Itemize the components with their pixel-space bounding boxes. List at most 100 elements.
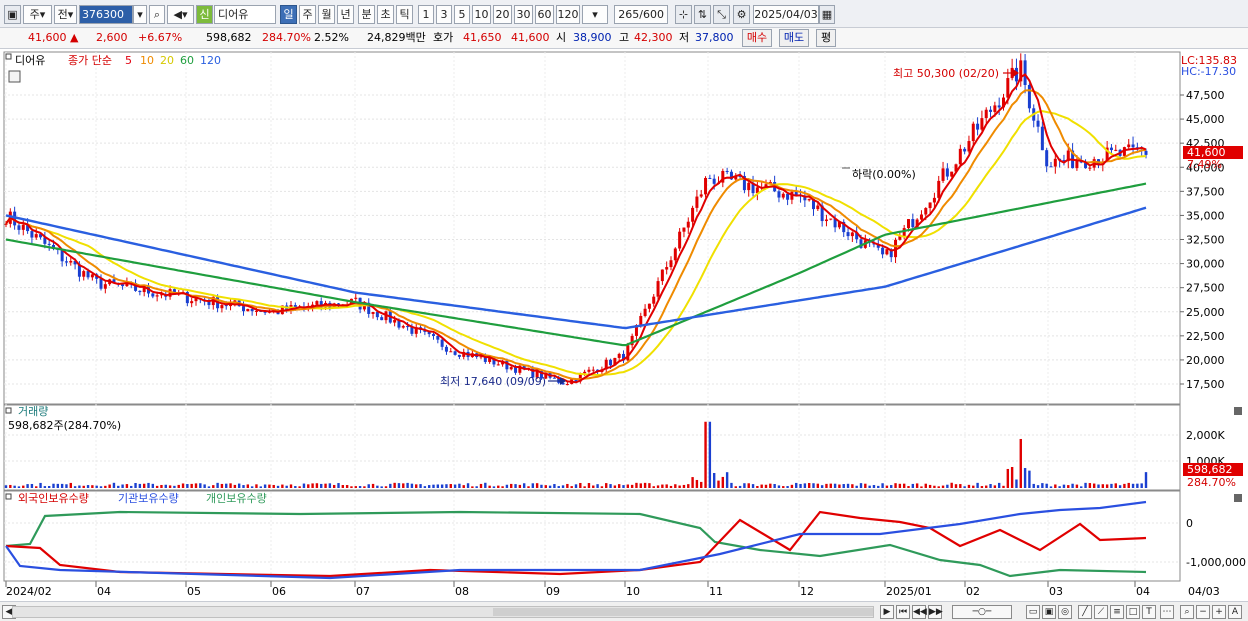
- volume-toggle-icon[interactable]: [5, 407, 12, 414]
- calendar-icon[interactable]: ▦: [819, 5, 835, 24]
- candle-body: [561, 382, 565, 385]
- magnifier-icon[interactable]: ⌕: [1180, 605, 1194, 619]
- draw-box-icon[interactable]: □: [1126, 605, 1140, 619]
- volume-bar: [30, 483, 34, 488]
- first-page-icon[interactable]: ⏮: [896, 605, 910, 619]
- zoom-in-icon[interactable]: +: [1212, 605, 1226, 619]
- code-dropdown-icon[interactable]: ▾: [133, 5, 147, 24]
- sell-button[interactable]: 매도: [779, 29, 809, 47]
- price-tick-label: 17,500: [1186, 378, 1225, 391]
- volume-bar: [199, 483, 202, 488]
- speaker-icon[interactable]: ◀▾: [167, 5, 194, 24]
- window-menu-icon[interactable]: ▣: [4, 5, 21, 24]
- stock-code-input[interactable]: 376300: [79, 5, 133, 24]
- volume-bar: [73, 486, 77, 488]
- candle-body: [1084, 162, 1088, 169]
- candle-body: [630, 335, 634, 346]
- volume-bar: [548, 485, 552, 488]
- candle-body: [64, 261, 68, 263]
- prev-page-icon[interactable]: ◀◀: [912, 605, 927, 619]
- minute-option-20[interactable]: 20: [493, 5, 512, 24]
- volume-pct-tag: 284.70%: [1187, 476, 1236, 489]
- tab-period-day[interactable]: 일: [280, 5, 297, 24]
- search-icon[interactable]: ⌕: [149, 5, 165, 24]
- candle-body: [824, 219, 828, 222]
- volume-bar: [479, 483, 483, 488]
- compare-icon[interactable]: ⇅: [694, 5, 711, 24]
- buy-button[interactable]: 매수: [742, 29, 772, 47]
- panel-toggle-icon[interactable]: [5, 53, 12, 60]
- volume-bar: [812, 483, 815, 488]
- volume-bar: [9, 484, 12, 488]
- tab-period-year[interactable]: 년: [337, 5, 354, 24]
- volume-bar: [497, 485, 500, 488]
- stock-name-field[interactable]: 디어유: [214, 5, 276, 24]
- chart-area: 47,500 45,000 42,500 40,000 37,500 35,000 32,5…: [0, 50, 1248, 601]
- candle-body: [82, 271, 86, 277]
- candle-body: [462, 351, 466, 357]
- chart-scrollbar[interactable]: ◀ ▶ ⏮ ◀◀ ▶▶ ─○─ ▭ ▣ ◎ ╱ ⟋ ≡ □ T ⋯ ⌕ − + …: [0, 601, 1248, 621]
- candle-body: [90, 274, 94, 278]
- zoom-slider[interactable]: ─○─: [952, 605, 1012, 619]
- draw-more-icon[interactable]: ⋯: [1160, 605, 1174, 619]
- zoom-out-icon[interactable]: −: [1196, 605, 1210, 619]
- tab-period-week[interactable]: 주: [299, 5, 316, 24]
- tab-period-minute[interactable]: 분: [358, 5, 375, 24]
- volume-bar: [462, 485, 465, 488]
- stock-chart[interactable]: 47,50045,00042,50040,00037,50035,00032,5…: [0, 50, 1248, 601]
- scroll-track[interactable]: [12, 606, 874, 618]
- minute-option-30[interactable]: 30: [514, 5, 533, 24]
- candle-body: [99, 278, 103, 289]
- candle-body: [77, 264, 81, 277]
- tab-period-month[interactable]: 월: [318, 5, 335, 24]
- avg-button[interactable]: 평: [816, 29, 836, 47]
- custom-period-input[interactable]: ▾: [582, 5, 608, 24]
- next-page-icon[interactable]: ▶▶: [928, 605, 943, 619]
- candle-body: [535, 370, 539, 378]
- tab-period-tick[interactable]: 틱: [396, 5, 413, 24]
- holding-panel-close-icon[interactable]: [1234, 494, 1242, 502]
- minute-option-5[interactable]: 5: [454, 5, 470, 24]
- candle-body: [747, 182, 751, 191]
- minute-option-1[interactable]: 1: [418, 5, 434, 24]
- zoom-icon[interactable]: ⤡: [713, 5, 730, 24]
- crosshair-icon[interactable]: ⊹: [675, 5, 692, 24]
- minute-option-3[interactable]: 3: [436, 5, 452, 24]
- volume-bar: [963, 486, 966, 488]
- tab-period-second[interactable]: 초: [377, 5, 394, 24]
- volume-bar: [272, 484, 275, 488]
- settings-gear-icon[interactable]: ⚙: [733, 5, 750, 24]
- period-select[interactable]: 전▾: [54, 5, 77, 24]
- minute-option-120[interactable]: 120: [556, 5, 580, 24]
- view-icon-2[interactable]: ▣: [1042, 605, 1056, 619]
- draw-fib-icon[interactable]: ≡: [1110, 605, 1124, 619]
- view-icon-1[interactable]: ▭: [1026, 605, 1040, 619]
- min-arrow-head: [560, 377, 566, 385]
- font-size-icon[interactable]: A: [1228, 605, 1242, 619]
- date-field[interactable]: 2025/04/03: [753, 5, 819, 24]
- volume-panel-close-icon[interactable]: [1234, 407, 1242, 415]
- scroll-thumb[interactable]: [493, 608, 873, 616]
- volume-bar: [859, 483, 863, 488]
- market-select[interactable]: 주▾: [23, 5, 52, 24]
- candle-body: [354, 297, 358, 299]
- volume-bar: [570, 486, 573, 488]
- table-icon[interactable]: [8, 70, 21, 83]
- volume-bar: [255, 484, 258, 488]
- minute-option-10[interactable]: 10: [472, 5, 491, 24]
- volume-bar: [151, 483, 155, 488]
- volume-bar: [315, 483, 319, 488]
- volume-bar: [220, 483, 224, 488]
- legend-ma10: 10: [140, 54, 154, 67]
- minute-option-60[interactable]: 60: [535, 5, 554, 24]
- volume-bar: [1110, 483, 1113, 488]
- volume-bar: [440, 484, 444, 488]
- view-icon-3[interactable]: ◎: [1058, 605, 1072, 619]
- scroll-right-icon[interactable]: ▶: [880, 605, 894, 619]
- volume-bar: [1006, 468, 1010, 488]
- draw-text-icon[interactable]: T: [1142, 605, 1156, 619]
- holding-toggle-icon[interactable]: [5, 493, 12, 500]
- draw-line-icon[interactable]: ╱: [1078, 605, 1092, 619]
- data-count-field[interactable]: 265/600: [614, 5, 668, 24]
- draw-trend-icon[interactable]: ⟋: [1094, 605, 1108, 619]
